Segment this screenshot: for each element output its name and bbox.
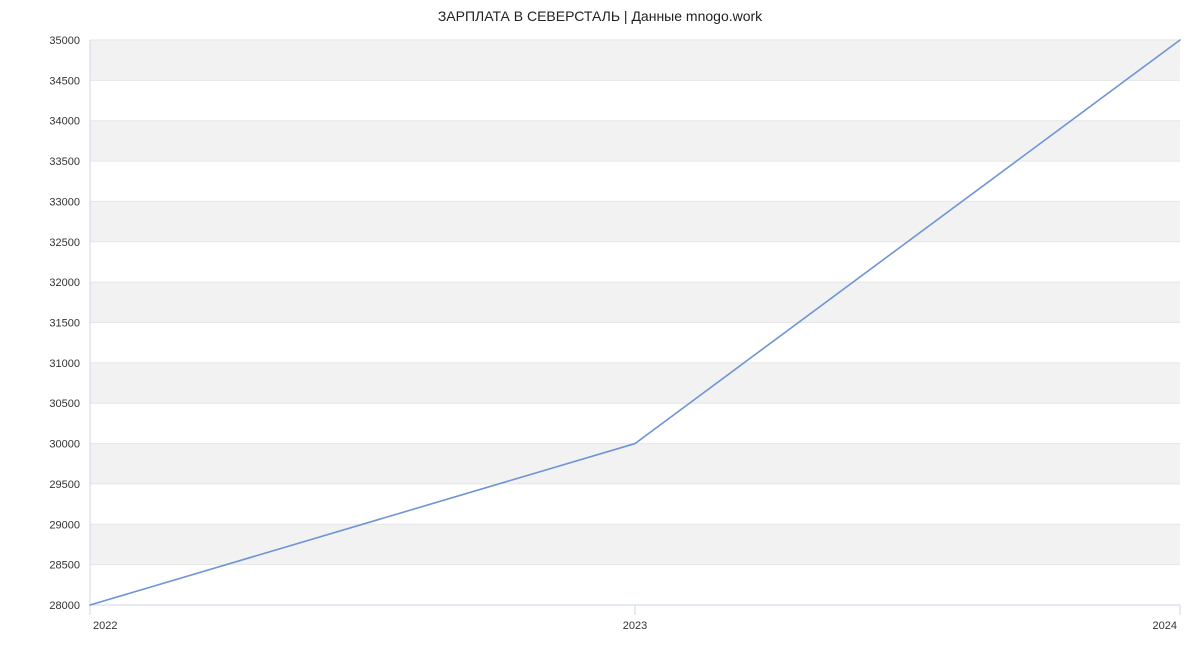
y-tick-label: 35000 [49, 35, 80, 47]
chart-title: ЗАРПЛАТА В СЕВЕРСТАЛЬ | Данные mnogo.wor… [0, 8, 1200, 24]
y-tick-label: 30000 [49, 439, 80, 451]
x-tick-label: 2022 [93, 620, 117, 632]
y-tick-label: 29500 [49, 479, 80, 491]
y-tick-label: 31000 [49, 358, 80, 370]
chart-svg: 28000 28500 29000 29500 30000 30500 31000 31500… [0, 0, 1200, 650]
salary-line-chart: ЗАРПЛАТА В СЕВЕРСТАЛЬ | Данные mnogo.wor… [0, 0, 1200, 650]
y-tick-label: 34500 [49, 75, 80, 87]
y-tick-label: 32500 [49, 237, 80, 249]
y-tick-label: 33500 [49, 156, 80, 168]
y-tick-label: 34000 [49, 116, 80, 128]
y-tick-label: 29000 [49, 519, 80, 531]
y-tick-label: 30500 [49, 398, 80, 410]
y-tick-label: 33000 [49, 196, 80, 208]
x-tick-label: 2024 [1153, 620, 1177, 632]
y-tick-label: 28000 [49, 600, 80, 612]
y-tick-label: 31500 [49, 318, 80, 330]
x-tick-label: 2023 [623, 620, 647, 632]
y-tick-label: 32000 [49, 277, 80, 289]
y-tick-label: 28500 [49, 560, 80, 572]
